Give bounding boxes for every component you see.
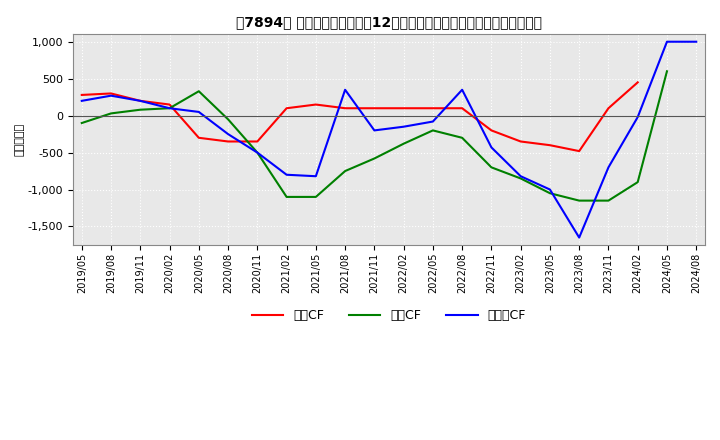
フリーCF [282, 172, 291, 177]
営業CF [487, 128, 496, 133]
フリーCF [634, 114, 642, 120]
営業CF [312, 102, 320, 107]
フリーCF [194, 109, 203, 114]
営業CF [458, 106, 467, 111]
投資CF [312, 194, 320, 200]
投資CF [634, 180, 642, 185]
フリーCF [428, 119, 437, 124]
フリーCF [692, 39, 701, 44]
フリーCF [312, 174, 320, 179]
フリーCF [575, 235, 583, 240]
Legend: 営業CF, 投資CF, フリーCF: 営業CF, 投資CF, フリーCF [247, 304, 531, 327]
投資CF [107, 111, 115, 116]
フリーCF [341, 87, 349, 92]
投資CF [458, 135, 467, 140]
フリーCF [107, 93, 115, 98]
投資CF [487, 165, 496, 170]
投資CF [194, 88, 203, 94]
投資CF [253, 150, 261, 155]
Title: 【7894】 キャッシュフローの12か月移動合計の対前年同期増減額の推移: 【7894】 キャッシュフローの12か月移動合計の対前年同期増減額の推移 [236, 15, 542, 29]
営業CF [78, 92, 86, 98]
Y-axis label: （百万円）: （百万円） [15, 123, 25, 156]
投資CF [400, 141, 408, 147]
フリーCF [370, 128, 379, 133]
フリーCF [662, 39, 671, 44]
投資CF [165, 106, 174, 111]
フリーCF [136, 98, 145, 103]
投資CF [341, 169, 349, 174]
営業CF [604, 106, 613, 111]
営業CF [575, 148, 583, 154]
営業CF [428, 106, 437, 111]
営業CF [224, 139, 233, 144]
投資CF [516, 176, 525, 181]
営業CF [253, 139, 261, 144]
投資CF [575, 198, 583, 203]
投資CF [136, 107, 145, 112]
営業CF [546, 143, 554, 148]
フリーCF [487, 145, 496, 150]
フリーCF [516, 174, 525, 179]
フリーCF [546, 187, 554, 192]
フリーCF [224, 132, 233, 137]
投資CF [370, 156, 379, 161]
投資CF [428, 128, 437, 133]
Line: 営業CF: 営業CF [82, 82, 638, 151]
フリーCF [253, 150, 261, 155]
Line: フリーCF: フリーCF [82, 42, 696, 238]
フリーCF [400, 124, 408, 129]
営業CF [516, 139, 525, 144]
営業CF [282, 106, 291, 111]
営業CF [165, 102, 174, 107]
投資CF [224, 117, 233, 122]
投資CF [282, 194, 291, 200]
投資CF [662, 69, 671, 74]
営業CF [370, 106, 379, 111]
営業CF [341, 106, 349, 111]
投資CF [546, 191, 554, 196]
フリーCF [604, 165, 613, 170]
投資CF [604, 198, 613, 203]
フリーCF [165, 106, 174, 111]
Line: 投資CF: 投資CF [82, 71, 667, 201]
フリーCF [458, 87, 467, 92]
投資CF [78, 121, 86, 126]
フリーCF [78, 98, 86, 103]
営業CF [136, 98, 145, 103]
営業CF [400, 106, 408, 111]
営業CF [107, 91, 115, 96]
営業CF [194, 135, 203, 140]
営業CF [634, 80, 642, 85]
